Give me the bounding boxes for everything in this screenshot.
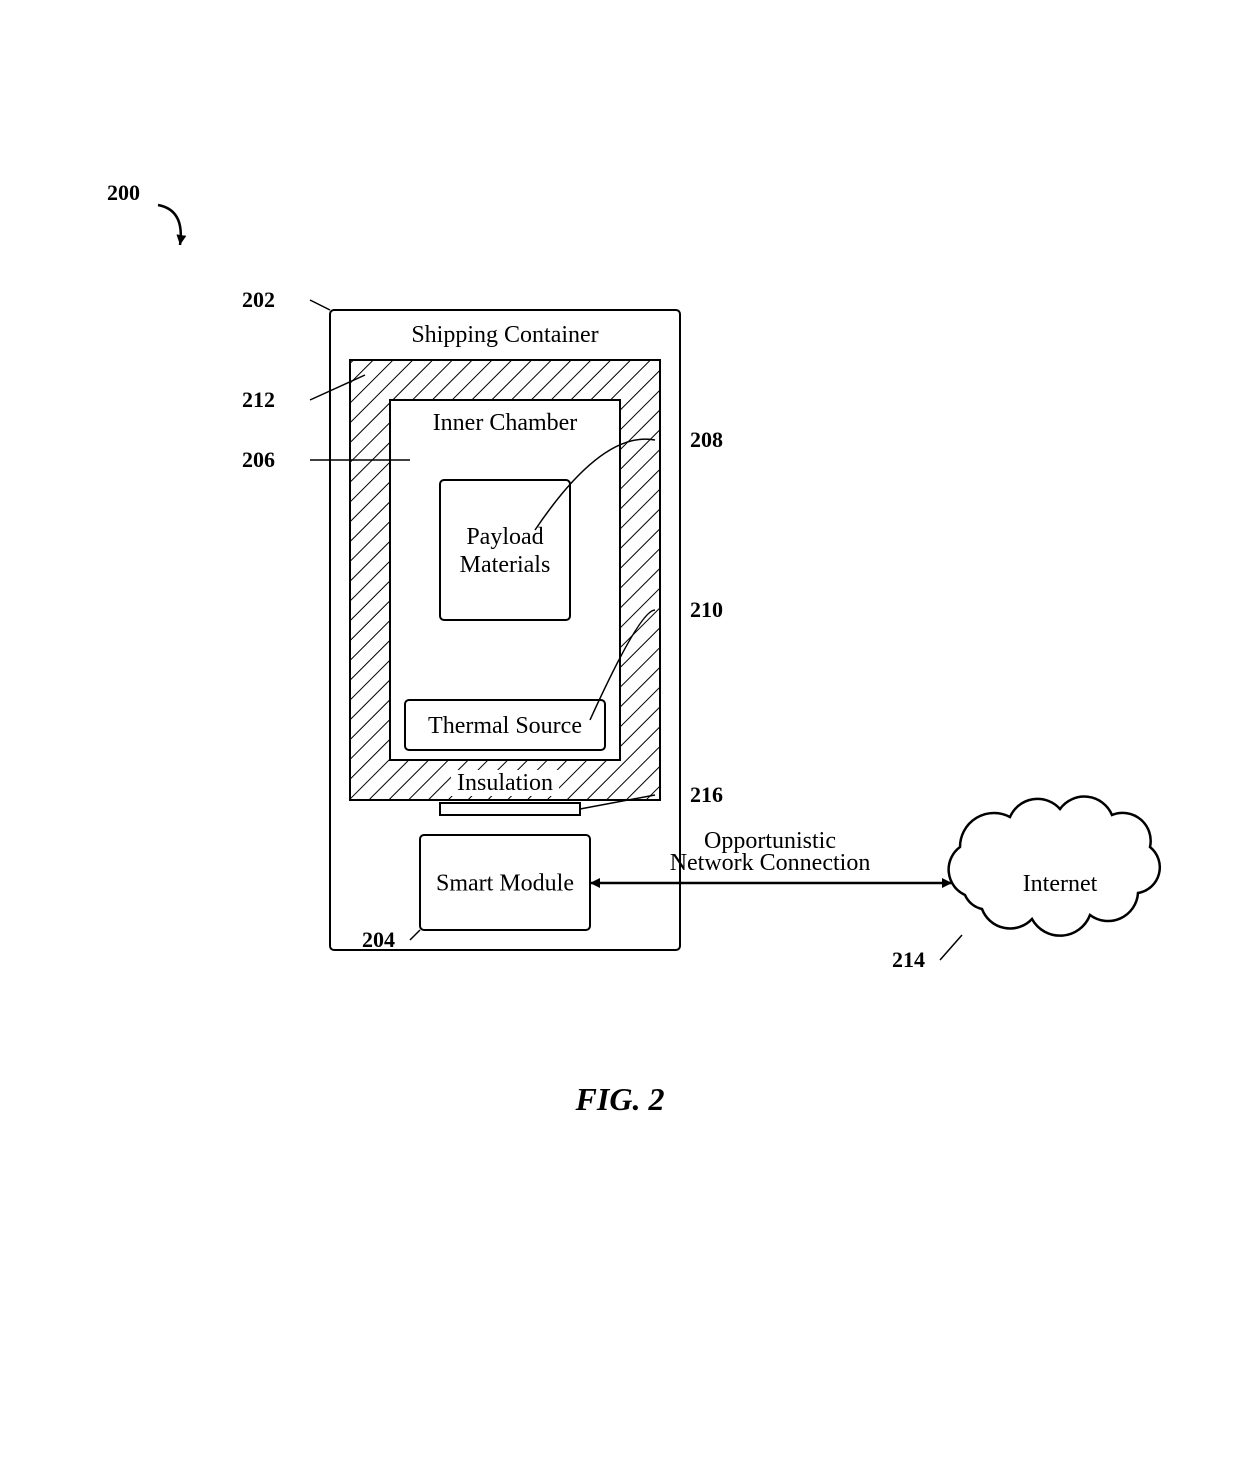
- ref-200: 200: [107, 180, 140, 205]
- insulation-label: Insulation: [457, 770, 553, 796]
- smart-module-label: Smart Module: [436, 871, 574, 897]
- ref-leader-202: [310, 300, 330, 310]
- ref-216: 216: [690, 782, 723, 807]
- internet-cloud: [949, 797, 1160, 936]
- figure-caption: FIG. 2: [575, 1081, 665, 1117]
- ref-208: 208: [690, 427, 723, 452]
- inner-chamber-label: Inner Chamber: [433, 410, 578, 436]
- ref-206: 206: [242, 447, 275, 472]
- network-connection-label-2: Network Connection: [670, 850, 871, 876]
- thermal-source-label: Thermal Source: [428, 713, 582, 739]
- ref-210: 210: [690, 597, 723, 622]
- ref-214: 214: [892, 947, 925, 972]
- svg-text:Payload: Payload: [466, 524, 543, 550]
- temperature-probe: [440, 803, 580, 815]
- payload-materials: [440, 480, 570, 620]
- ref-202: 202: [242, 287, 275, 312]
- ref-leader-204: [410, 930, 420, 940]
- ref-leader-200: [158, 205, 181, 245]
- ref-212: 212: [242, 387, 275, 412]
- ref-leader-214: [940, 935, 962, 960]
- internet-label: Internet: [1023, 871, 1098, 897]
- shipping-container-label: Shipping Container: [411, 322, 598, 348]
- svg-text:Materials: Materials: [460, 552, 551, 578]
- ref-204: 204: [362, 927, 395, 952]
